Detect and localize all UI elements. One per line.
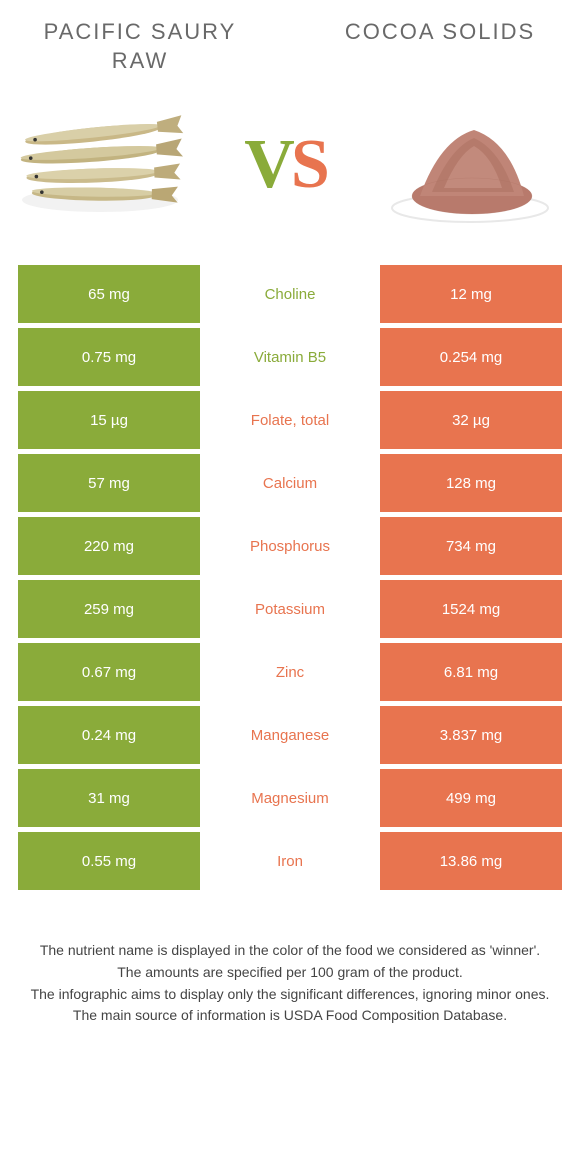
table-row: 0.75 mgVitamin B50.254 mg xyxy=(18,328,562,386)
left-value: 259 mg xyxy=(18,580,200,638)
table-row: 0.24 mgManganese3.837 mg xyxy=(18,706,562,764)
cocoa-image xyxy=(380,95,560,235)
nutrient-name: Zinc xyxy=(200,643,380,701)
table-row: 259 mgPotassium1524 mg xyxy=(18,580,562,638)
footer-line: The main source of information is USDA F… xyxy=(30,1005,550,1027)
table-row: 0.67 mgZinc6.81 mg xyxy=(18,643,562,701)
right-value: 128 mg xyxy=(380,454,562,512)
right-value: 734 mg xyxy=(380,517,562,575)
nutrient-name: Iron xyxy=(200,832,380,890)
footer: The nutrient name is displayed in the co… xyxy=(0,940,580,1027)
footer-line: The infographic aims to display only the… xyxy=(30,984,550,1006)
footer-line: The nutrient name is displayed in the co… xyxy=(30,940,550,962)
table-row: 15 µgFolate, total32 µg xyxy=(18,391,562,449)
nutrient-name: Folate, total xyxy=(200,391,380,449)
nutrient-name: Phosphorus xyxy=(200,517,380,575)
left-value: 220 mg xyxy=(18,517,200,575)
left-value: 57 mg xyxy=(18,454,200,512)
table-row: 31 mgMagnesium499 mg xyxy=(18,769,562,827)
right-value: 499 mg xyxy=(380,769,562,827)
nutrient-name: Calcium xyxy=(200,454,380,512)
nutrient-name: Potassium xyxy=(200,580,380,638)
header: PACIFIC SAURY RAW COCOA SOLIDS xyxy=(0,0,580,85)
right-value: 1524 mg xyxy=(380,580,562,638)
right-value: 12 mg xyxy=(380,265,562,323)
nutrient-name: Manganese xyxy=(200,706,380,764)
comparison-table: 65 mgCholine12 mg0.75 mgVitamin B50.254 … xyxy=(18,265,562,890)
fish-image xyxy=(10,95,190,235)
left-value: 0.24 mg xyxy=(18,706,200,764)
right-value: 3.837 mg xyxy=(380,706,562,764)
right-value: 0.254 mg xyxy=(380,328,562,386)
left-value: 15 µg xyxy=(18,391,200,449)
left-value: 0.75 mg xyxy=(18,328,200,386)
left-value: 65 mg xyxy=(18,265,200,323)
left-value: 0.67 mg xyxy=(18,643,200,701)
right-value: 13.86 mg xyxy=(380,832,562,890)
footer-line: The amounts are specified per 100 gram o… xyxy=(30,962,550,984)
nutrient-name: Magnesium xyxy=(200,769,380,827)
nutrient-name: Vitamin B5 xyxy=(200,328,380,386)
vs-label: VS xyxy=(244,125,326,205)
left-title: PACIFIC SAURY RAW xyxy=(40,18,240,75)
nutrient-name: Choline xyxy=(200,265,380,323)
vs-area: VS xyxy=(0,85,580,265)
table-row: 220 mgPhosphorus734 mg xyxy=(18,517,562,575)
vs-s-letter: S xyxy=(291,126,326,203)
left-value: 31 mg xyxy=(18,769,200,827)
table-row: 65 mgCholine12 mg xyxy=(18,265,562,323)
left-value: 0.55 mg xyxy=(18,832,200,890)
vs-v-letter: V xyxy=(244,126,291,203)
right-title: COCOA SOLIDS xyxy=(340,18,540,75)
right-value: 6.81 mg xyxy=(380,643,562,701)
table-row: 57 mgCalcium128 mg xyxy=(18,454,562,512)
table-row: 0.55 mgIron13.86 mg xyxy=(18,832,562,890)
right-value: 32 µg xyxy=(380,391,562,449)
